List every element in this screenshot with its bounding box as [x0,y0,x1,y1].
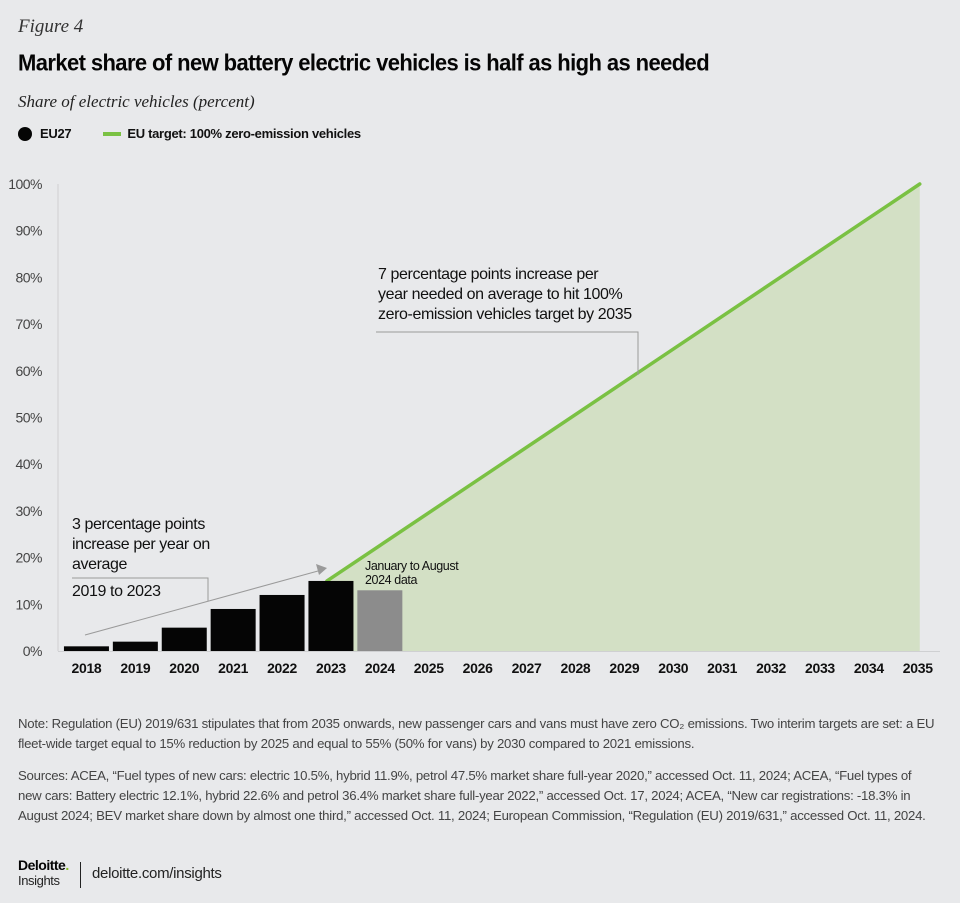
annotation-left-line: 3 percentage points [72,516,205,533]
logo-sub-text: Insights [18,873,60,888]
bar-partial-2024 [357,590,403,651]
y-tick-label: 90% [15,223,42,239]
y-tick-label: 20% [15,550,42,566]
annotation-left-line: increase per year on [72,536,210,553]
x-tick-label: 2029 [609,660,639,676]
annotation-right-line: 7 percentage points increase per [378,266,599,283]
x-tick-label: 2024 [365,660,395,676]
legend-target-label: EU target: 100% zero-emission vehicles [127,126,361,141]
legend: EU27 EU target: 100% zero-emission vehic… [18,126,361,141]
bar-2018 [63,646,109,651]
trend-arrow-line [84,570,319,636]
y-tick-label: 60% [15,363,42,379]
y-tick-label: 70% [15,316,42,332]
annotation-right-line: zero-emission vehicles target by 2035 [378,306,632,323]
y-tick-label: 50% [15,410,42,426]
footer-site-link[interactable]: deloitte.com/insights [92,865,222,882]
y-tick-label: 30% [15,503,42,519]
target-area-group [325,182,922,651]
y-axis: 0% 10% 20% 30% 40% 50% 60% 70% 80% 90% 100% [8,176,940,659]
x-tick-label: 2022 [267,660,297,676]
x-tick-label: 2026 [463,660,493,676]
x-tick-label: 2025 [414,660,444,676]
x-tick-label: 2027 [512,660,542,676]
chart-sources: Sources: ACEA, “Fuel types of new cars: … [18,768,926,823]
target-line [325,182,922,583]
annotation-left-leader [72,577,209,601]
annotations: 3 percentage points increase per year on a… [72,266,639,636]
logo-main-text: Deloitte [18,857,66,873]
y-tick-label: 40% [15,456,42,472]
y-tick-label: 80% [15,269,42,285]
x-tick-label: 2030 [658,660,688,676]
bars-group [63,580,403,651]
target-area [326,184,920,651]
legend-eu27-label: EU27 [40,126,72,141]
y-tick-label: 0% [23,643,42,659]
x-tick-label: 2020 [169,660,199,676]
annotation-left-period: 2019 to 2023 [72,583,161,600]
x-tick-label: 2028 [560,660,590,676]
bar-2022 [259,594,305,651]
annotation-right-leader [376,331,639,375]
trend-arrow-head [316,564,327,575]
chart-title: Market share of new battery electric veh… [18,49,710,76]
annotation-partial-data: 2024 data [365,573,417,587]
annotation-left-line: average [72,556,128,573]
chart-subtitle: Share of electric vehicles (percent) [18,92,255,111]
bar-2019 [112,641,158,651]
x-tick-label: 2019 [120,660,150,676]
annotation-partial-data: January to August [365,559,459,573]
chart-note: Note: Regulation (EU) 2019/631 stipulate… [18,716,935,751]
bar-2021 [210,608,256,651]
y-tick-label: 10% [15,596,42,612]
x-tick-label: 2018 [71,660,101,676]
footer-divider [80,862,81,888]
x-tick-label: 2034 [854,660,884,676]
figure-label: Figure 4 [18,16,84,37]
bar-2023 [308,580,354,651]
chart-area: 0%10%20%30%40%50%60%70%80%90%100% 2018 20… [8,176,940,676]
x-tick-label: 2035 [903,660,933,676]
y-tick-label: 100% [8,176,42,192]
annotation-right-line: year needed on average to hit 100% [378,286,623,303]
x-tick-label: 2031 [707,660,737,676]
x-tick-label: 2021 [218,660,248,676]
x-axis: 2018 2019 2020 2021 2022 2023 2024 2025 2026 2027… [71,660,933,676]
deloitte-insights-logo: Deloitte. Insights [18,857,69,889]
legend-eu27-marker [18,126,32,141]
x-tick-label: 2033 [805,660,835,676]
x-tick-label: 2032 [756,660,786,676]
bar-2020 [161,627,207,651]
x-tick-label: 2023 [316,660,346,676]
logo-dot: . [65,857,69,873]
legend-target-marker [103,131,122,136]
